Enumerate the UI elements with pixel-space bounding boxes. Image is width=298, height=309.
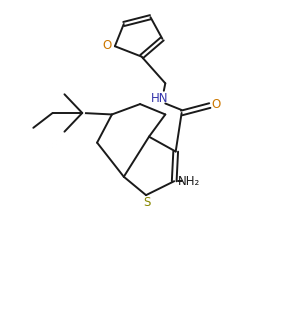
Text: O: O (102, 39, 111, 52)
Text: NH₂: NH₂ (178, 175, 200, 188)
Text: S: S (144, 196, 151, 209)
Text: HN: HN (150, 92, 168, 105)
Text: O: O (212, 98, 221, 111)
